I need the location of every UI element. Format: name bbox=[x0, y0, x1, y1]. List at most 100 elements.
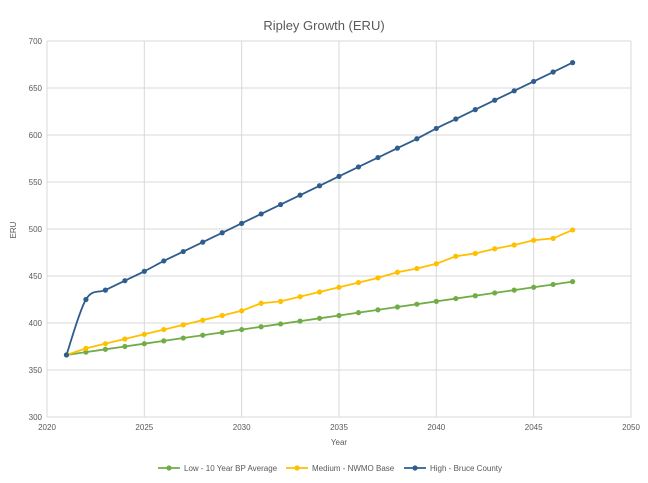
data-point bbox=[336, 173, 342, 179]
data-point bbox=[570, 60, 576, 66]
x-tick-label: 2040 bbox=[427, 423, 445, 432]
data-point bbox=[102, 346, 108, 352]
data-point bbox=[180, 335, 186, 341]
data-point bbox=[550, 281, 556, 288]
data-point bbox=[492, 246, 498, 252]
data-point bbox=[219, 329, 225, 335]
data-point bbox=[375, 307, 381, 313]
x-tick-label: 2025 bbox=[135, 423, 153, 432]
data-point bbox=[511, 287, 517, 293]
data-point bbox=[239, 326, 245, 333]
data-point bbox=[297, 318, 303, 324]
data-point bbox=[414, 301, 420, 307]
axes: 300 350 400 450 500 550 600 650 700 2020 2025 2030 2… bbox=[29, 37, 641, 432]
x-axis-label: Year bbox=[331, 438, 348, 447]
legend-marker bbox=[412, 465, 418, 471]
y-tick-label: 350 bbox=[29, 366, 43, 375]
legend-label: Low - 10 Year BP Average bbox=[184, 464, 278, 473]
y-axis-label: ERU bbox=[9, 221, 18, 238]
legend-label: Medium - NWMO Base bbox=[312, 464, 395, 473]
data-point bbox=[414, 136, 420, 142]
data-point bbox=[433, 261, 439, 267]
data-point bbox=[472, 293, 478, 299]
data-point bbox=[161, 338, 167, 344]
data-point bbox=[180, 322, 186, 328]
data-point bbox=[141, 268, 147, 274]
data-point bbox=[122, 336, 128, 342]
data-point bbox=[414, 265, 420, 272]
x-tick-label: 2035 bbox=[330, 423, 348, 432]
data-point bbox=[297, 294, 303, 300]
y-tick-label: 400 bbox=[29, 319, 43, 328]
data-point bbox=[258, 211, 264, 217]
data-point bbox=[83, 345, 89, 351]
y-tick-label: 450 bbox=[29, 272, 43, 281]
x-tick-label: 2045 bbox=[525, 423, 543, 432]
data-point bbox=[531, 237, 537, 243]
data-point bbox=[472, 107, 478, 113]
data-point bbox=[102, 287, 108, 293]
data-point bbox=[570, 227, 576, 233]
data-point bbox=[531, 284, 537, 290]
series-line bbox=[65, 61, 573, 356]
data-point bbox=[550, 69, 556, 75]
data-point bbox=[219, 230, 225, 236]
data-point bbox=[278, 201, 284, 208]
data-point bbox=[102, 341, 108, 347]
y-tick-label: 500 bbox=[29, 225, 43, 234]
y-tick-label: 300 bbox=[29, 413, 43, 422]
legend-item: Low - 10 Year BP Average bbox=[158, 464, 278, 473]
y-tick-label: 550 bbox=[29, 178, 43, 187]
data-point bbox=[316, 183, 323, 189]
data-point bbox=[200, 317, 206, 323]
data-point bbox=[63, 352, 70, 358]
data-point bbox=[180, 248, 186, 255]
data-point bbox=[492, 97, 498, 103]
data-point bbox=[394, 269, 400, 275]
data-point bbox=[453, 253, 459, 259]
y-tick-label: 600 bbox=[29, 131, 43, 140]
x-tick-label: 2030 bbox=[233, 423, 251, 432]
y-tick-label: 650 bbox=[29, 84, 43, 93]
data-point bbox=[258, 324, 264, 330]
data-point bbox=[531, 78, 537, 85]
data-point bbox=[355, 279, 362, 286]
data-point bbox=[161, 258, 167, 264]
data-point bbox=[336, 284, 342, 290]
data-point bbox=[83, 349, 89, 355]
x-tick-label: 2020 bbox=[38, 423, 56, 432]
data-point bbox=[355, 310, 362, 316]
legend-item: High - Bruce County bbox=[404, 464, 502, 473]
data-point bbox=[453, 116, 459, 122]
data-point bbox=[336, 312, 342, 319]
data-point bbox=[453, 295, 459, 302]
y-tick-label: 700 bbox=[29, 37, 43, 46]
grid-lines bbox=[46, 40, 632, 418]
data-point bbox=[239, 308, 245, 314]
data-point bbox=[258, 300, 264, 306]
data-point bbox=[472, 250, 478, 257]
data-point bbox=[141, 331, 147, 337]
data-point bbox=[278, 298, 284, 304]
x-tick-label: 2050 bbox=[622, 423, 640, 432]
data-point bbox=[200, 332, 206, 338]
data-point bbox=[511, 88, 517, 94]
data-point bbox=[161, 326, 167, 333]
data-point bbox=[141, 341, 147, 347]
data-point bbox=[433, 298, 439, 304]
legend-marker bbox=[294, 465, 300, 471]
data-point bbox=[433, 125, 439, 132]
data-point bbox=[316, 315, 323, 321]
data-point bbox=[394, 145, 400, 151]
data-point bbox=[200, 239, 206, 245]
legend-label: High - Bruce County bbox=[430, 464, 502, 473]
data-point bbox=[297, 192, 303, 198]
series-lines bbox=[63, 60, 576, 358]
data-point bbox=[316, 289, 323, 295]
data-point bbox=[219, 312, 225, 319]
data-point bbox=[278, 321, 284, 327]
data-point bbox=[492, 290, 498, 296]
data-point bbox=[511, 242, 517, 248]
data-point bbox=[394, 304, 400, 310]
